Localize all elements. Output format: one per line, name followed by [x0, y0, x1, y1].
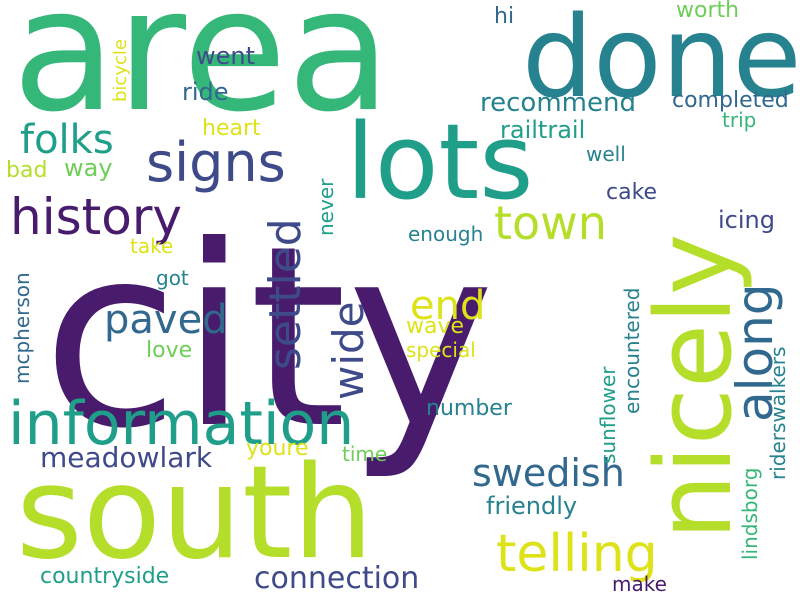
word-bad: bad — [6, 158, 48, 183]
word-trip: trip — [722, 108, 757, 132]
word-encountered: encountered — [620, 287, 644, 415]
word-town: town — [494, 196, 607, 250]
word-take: take — [130, 234, 174, 258]
word-lindsborg: lindsborg — [738, 467, 762, 560]
word-swedish: swedish — [472, 451, 625, 495]
word-number: number — [426, 396, 512, 421]
word-ride: ride — [182, 78, 229, 106]
word-settled: settled — [260, 218, 311, 370]
word-south: south — [16, 439, 374, 588]
word-done: done — [522, 0, 800, 123]
word-went: went — [196, 42, 256, 70]
word-got: got — [156, 266, 189, 290]
word-hi: hi — [494, 4, 515, 29]
word-way: way — [64, 154, 113, 182]
word-history: history — [10, 188, 182, 246]
word-well: well — [586, 142, 626, 166]
word-countryside: countryside — [40, 564, 170, 589]
word-mcpherson: mcpherson — [10, 272, 34, 384]
word-time: time — [342, 442, 388, 466]
word-city: city — [42, 192, 495, 483]
word-area: area — [12, 0, 392, 150]
word-heart: heart — [202, 116, 261, 141]
word-bicycle: bicycle — [110, 39, 131, 102]
word-friendly: friendly — [486, 492, 578, 520]
word-icing: icing — [718, 206, 775, 234]
word-riderswalkers: riderswalkers — [766, 346, 790, 480]
word-wide: wide — [324, 301, 373, 400]
word-folks: folks — [20, 117, 114, 163]
word-completed: completed — [672, 88, 789, 113]
word-make: make — [612, 572, 667, 596]
word-railtrail: railtrail — [500, 116, 586, 144]
word-special: special — [406, 338, 476, 362]
word-connection: connection — [254, 561, 420, 596]
word-never: never — [314, 178, 338, 236]
word-lots: lots — [346, 101, 534, 223]
word-paved: paved — [104, 297, 228, 343]
word-worth: worth — [676, 0, 740, 23]
word-enough: enough — [408, 222, 484, 246]
word-youre: youre — [246, 436, 309, 461]
word-end: end — [410, 283, 486, 329]
word-sunflower: sunflower — [596, 366, 620, 465]
word-love: love — [146, 338, 193, 363]
word-meadowlark: meadowlark — [40, 441, 213, 474]
word-signs: signs — [146, 131, 286, 194]
word-information: information — [8, 389, 355, 459]
word-telling: telling — [496, 524, 658, 584]
word-wave: wave — [406, 314, 465, 339]
word-cake: cake — [606, 180, 658, 205]
word-recommend: recommend — [480, 88, 636, 118]
